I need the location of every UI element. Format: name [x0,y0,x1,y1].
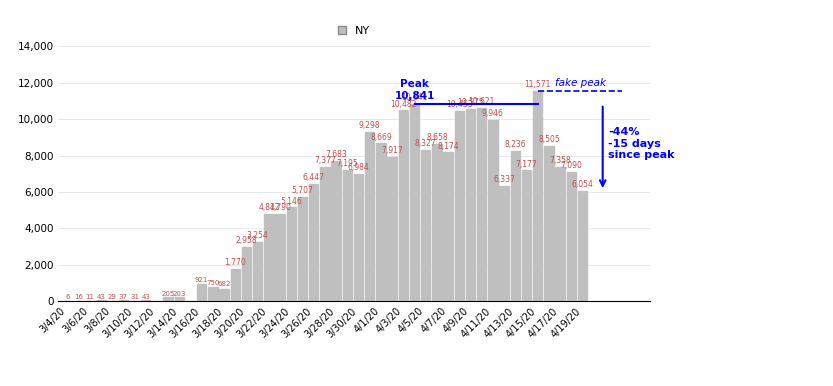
Text: 4,812: 4,812 [258,203,280,212]
Bar [332,161,341,301]
Text: 682: 682 [217,281,231,287]
Text: 7,177: 7,177 [516,160,537,169]
Bar [141,300,151,301]
Text: 6,447: 6,447 [302,173,325,182]
Text: 43: 43 [97,294,105,300]
Bar [443,152,453,301]
Bar [578,191,587,301]
Text: 37: 37 [119,294,127,300]
Bar [533,91,542,301]
Text: 205: 205 [162,291,175,297]
Text: 6,984: 6,984 [347,163,369,172]
Bar [253,242,262,301]
Bar [208,288,217,301]
Text: 7,090: 7,090 [561,161,582,170]
Bar [477,108,486,301]
Bar [521,171,531,301]
Text: 8,174: 8,174 [437,142,459,151]
Bar [242,247,252,301]
Bar [231,269,240,301]
Text: 8,236: 8,236 [505,141,526,149]
Bar [410,104,419,301]
Text: 203: 203 [172,291,186,297]
Bar [96,300,106,301]
Text: 16: 16 [74,294,83,300]
Bar [219,289,229,301]
Text: 11,571: 11,571 [525,80,551,89]
Bar [398,110,408,301]
Text: 29: 29 [107,294,117,300]
Text: 10,841: 10,841 [402,93,427,102]
Text: 750: 750 [207,279,220,286]
Text: 10,482: 10,482 [390,100,416,108]
Text: 6,337: 6,337 [493,175,515,184]
Text: 10,621: 10,621 [468,97,495,106]
Text: 4,790: 4,790 [269,203,291,212]
Bar [118,300,128,301]
Bar [287,207,296,301]
Bar [163,297,172,301]
Bar [197,284,207,301]
Text: 3,254: 3,254 [247,231,268,240]
Bar [309,184,318,301]
Bar [175,297,184,301]
Bar [544,146,554,301]
Bar [499,186,509,301]
Bar [354,174,363,301]
Bar [511,151,520,301]
Text: 7,195: 7,195 [337,159,358,168]
Text: 43: 43 [142,294,150,300]
Legend: NY: NY [333,21,375,40]
Text: 10,453: 10,453 [446,100,472,109]
Text: Peak
10,841: Peak 10,841 [394,80,435,101]
Bar [455,111,464,301]
Text: 8,327: 8,327 [415,139,436,148]
Bar [466,108,476,301]
Bar [432,144,441,301]
Text: 7,358: 7,358 [549,156,571,165]
Text: 2,958: 2,958 [236,237,257,245]
Text: 921: 921 [195,276,208,283]
Bar [421,149,431,301]
Text: 10,575: 10,575 [457,98,484,107]
Bar [566,172,576,301]
Text: 5,146: 5,146 [281,196,302,206]
Text: 6,054: 6,054 [571,180,593,189]
Text: 6: 6 [65,295,69,300]
Text: 7,683: 7,683 [325,151,347,159]
Bar [387,157,397,301]
Text: 7,377: 7,377 [314,156,336,165]
Text: 8,658: 8,658 [426,133,447,142]
Text: 9,946: 9,946 [482,109,504,118]
Bar [276,214,285,301]
Bar [556,167,565,301]
Bar [297,197,307,301]
Bar [320,167,330,301]
Text: 9,298: 9,298 [359,121,381,130]
Bar [377,143,386,301]
Bar [488,120,497,301]
Text: 31: 31 [130,294,139,300]
Text: fake peak: fake peak [555,78,606,88]
Text: 5,707: 5,707 [292,186,313,195]
Text: 1,770: 1,770 [224,258,247,267]
Bar [365,132,375,301]
Text: -44%
-15 days
since peak: -44% -15 days since peak [608,127,675,160]
Text: 8,669: 8,669 [370,132,392,142]
Text: 7,917: 7,917 [382,146,403,155]
Bar [342,170,352,301]
Text: 8,505: 8,505 [538,135,560,144]
Bar [264,213,274,301]
Text: 11: 11 [85,295,94,300]
